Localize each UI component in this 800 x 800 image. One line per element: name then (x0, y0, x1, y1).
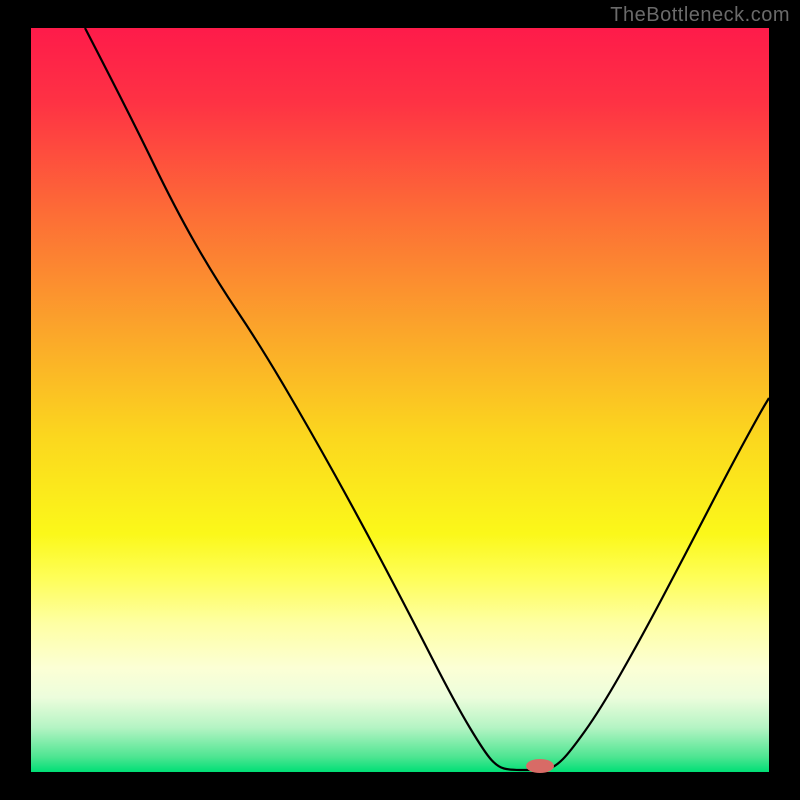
watermark-text: TheBottleneck.com (610, 4, 790, 27)
optimum-marker (526, 759, 554, 773)
chart-root: TheBottleneck.com (0, 0, 800, 800)
bottleneck-curve-chart (0, 0, 800, 800)
